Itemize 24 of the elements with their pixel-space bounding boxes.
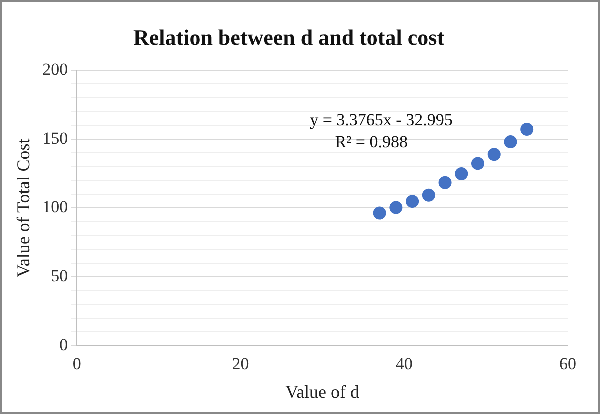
- point: [472, 157, 484, 170]
- x-tick-label: 0: [72, 354, 82, 374]
- y-tick-label: 200: [42, 60, 68, 79]
- point: [488, 148, 501, 162]
- chart-title: Relation between d and total cost: [133, 24, 446, 50]
- point: [373, 206, 386, 220]
- annotation: y = 3.3765x - 32.995: [310, 110, 453, 130]
- point: [455, 168, 468, 181]
- x-axis-title: Value of d: [286, 382, 360, 402]
- point: [390, 201, 403, 214]
- y-axis-title: Value of Total Cost: [14, 138, 34, 278]
- annotation: R² = 0.988: [335, 132, 408, 152]
- x-tick-label: 60: [560, 354, 576, 374]
- y-tick-label: 150: [42, 128, 68, 148]
- y-tick-label: 50: [51, 266, 68, 286]
- point: [438, 176, 452, 190]
- y-tick-label: 100: [42, 198, 68, 217]
- point: [422, 188, 436, 202]
- point: [520, 123, 534, 136]
- point: [504, 136, 518, 149]
- x-tick-label: 40: [396, 354, 413, 374]
- point: [406, 195, 420, 208]
- x-tick-label: 20: [232, 354, 250, 374]
- y-tick-label: 0: [60, 335, 68, 354]
